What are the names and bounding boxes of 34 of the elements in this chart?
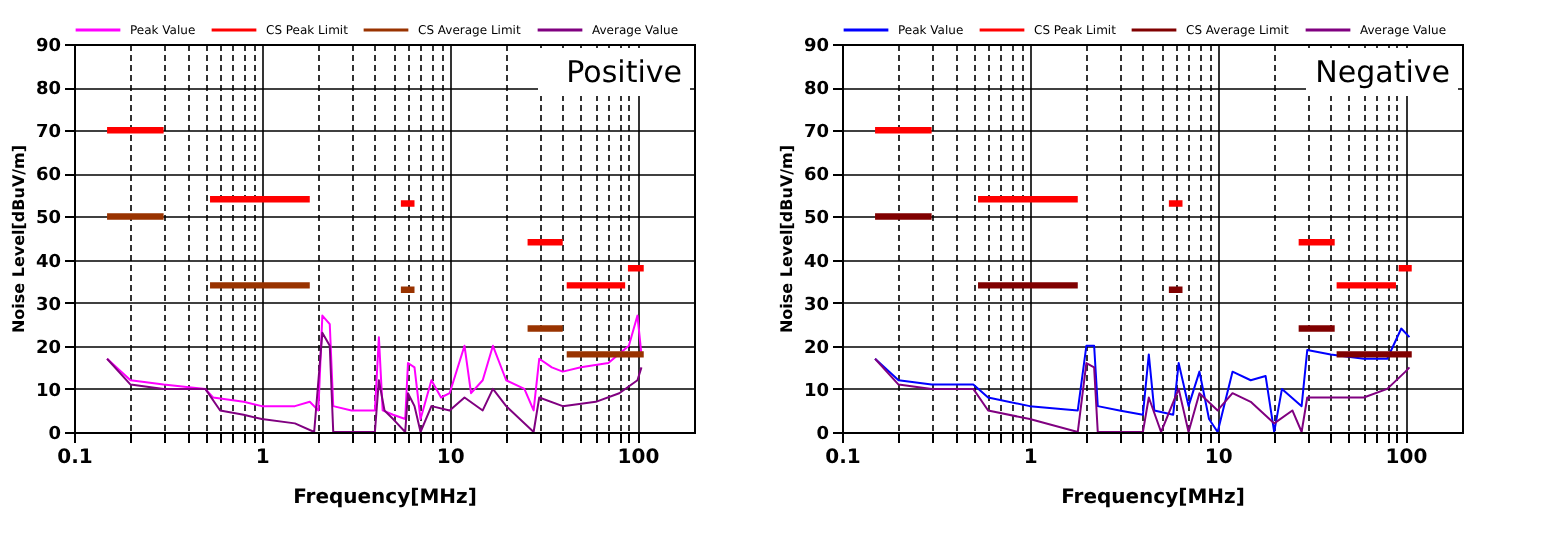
y-tick-label: 30 (35, 295, 61, 316)
x-tick-label: 1 (255, 447, 270, 469)
x-axis-title: Frequency[MHz] (1061, 487, 1245, 509)
y-tick-label: 0 (48, 425, 61, 445)
annotation: Negative (1315, 54, 1450, 90)
x-tick-label: 100 (1385, 447, 1428, 469)
y-tick-label: 70 (35, 123, 61, 144)
y-tick-label: 60 (803, 166, 829, 187)
annotation: Positive (566, 54, 682, 90)
y-tick-label: 20 (803, 338, 829, 359)
y-tick-label: 50 (803, 209, 829, 230)
y-tick-label: 40 (803, 252, 829, 273)
y-tick-label: 20 (35, 338, 61, 359)
x-axis-title: Frequency[MHz] (293, 487, 477, 509)
y-axis-title: Noise Level[dBuV/m] (9, 144, 28, 334)
y-tick-label: 10 (35, 381, 61, 402)
y-tick-label: 60 (35, 166, 61, 187)
y-tick-label: 90 (35, 37, 61, 57)
y-tick-label: 40 (35, 252, 61, 273)
x-tick-label: 0.1 (825, 447, 861, 469)
x-tick-label: 100 (617, 447, 660, 469)
y-tick-label: 70 (803, 123, 829, 144)
y-tick-label: 50 (35, 209, 61, 230)
x-tick-label: 10 (436, 447, 465, 469)
x-tick-label: 0.1 (57, 447, 93, 469)
x-tick-label: 10 (1204, 447, 1233, 469)
y-tick-label: 30 (803, 295, 829, 316)
y-tick-label: 90 (803, 37, 829, 57)
y-tick-label: 80 (35, 80, 61, 101)
y-axis-title: Noise Level[dBuV/m] (777, 144, 796, 334)
x-tick-label: 1 (1023, 447, 1038, 469)
y-tick-label: 80 (803, 80, 829, 101)
y-tick-label: 10 (803, 381, 829, 402)
y-tick-label: 0 (816, 425, 829, 445)
